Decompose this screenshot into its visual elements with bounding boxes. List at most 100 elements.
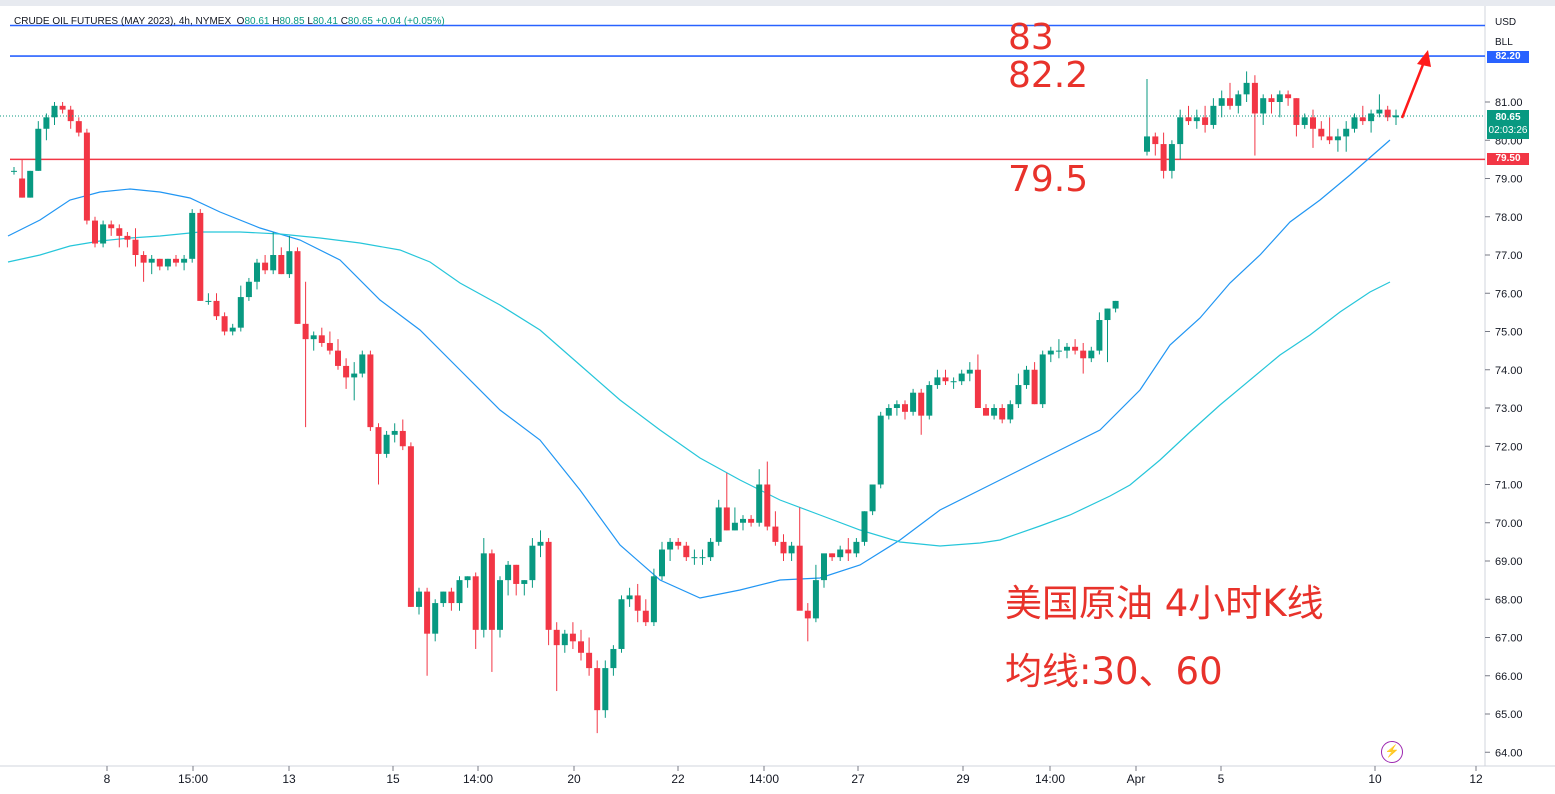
candle-body xyxy=(780,541,787,554)
time-tick-label: 14:00 xyxy=(463,772,493,786)
price-tick-label: 77.00 xyxy=(1495,250,1523,262)
candle-body xyxy=(375,427,382,454)
bll-price-tag: 82.20 xyxy=(1487,51,1529,63)
candle-body xyxy=(237,297,244,328)
interval-label[interactable]: 4h xyxy=(178,16,190,27)
candle-body xyxy=(1310,117,1316,129)
candle-body xyxy=(1015,385,1022,405)
candle-body xyxy=(181,258,188,263)
candle-body xyxy=(910,392,917,412)
candle-body xyxy=(529,545,536,581)
candle-body xyxy=(1112,300,1119,309)
candle-body xyxy=(448,591,455,604)
candle-body xyxy=(213,300,220,317)
candle-body xyxy=(1260,98,1267,114)
candle-body xyxy=(100,224,107,244)
open-value: 80.61 xyxy=(244,16,270,27)
candle-body xyxy=(521,580,528,584)
candle-body xyxy=(1047,350,1054,355)
price-tick-label: 79.00 xyxy=(1495,174,1523,186)
chart-caption-ma: 均线:30、60 xyxy=(1005,650,1223,693)
candle-body xyxy=(278,255,285,275)
candle-body xyxy=(1168,144,1175,171)
price-tick-label: 68.00 xyxy=(1495,594,1523,606)
candle-body xyxy=(318,335,325,343)
candle-body xyxy=(407,446,414,607)
candle-body xyxy=(197,212,204,301)
candle-body xyxy=(1096,320,1103,351)
low-value: 80.41 xyxy=(312,16,338,27)
candle-body xyxy=(1368,113,1375,122)
price-tick-label: 76.00 xyxy=(1495,288,1523,300)
candle-body xyxy=(326,342,333,351)
candle-body xyxy=(1039,354,1046,405)
candle-body xyxy=(918,392,925,416)
time-tick-label: 12 xyxy=(1469,772,1483,786)
time-tick-label: 5 xyxy=(1218,772,1225,786)
candle-body xyxy=(675,541,682,546)
price-tick-label: 78.00 xyxy=(1495,212,1523,224)
candle-body xyxy=(1202,117,1209,125)
candle-body xyxy=(902,404,908,412)
candle-body xyxy=(1023,369,1030,386)
candle-body xyxy=(650,576,657,623)
candle-body xyxy=(642,610,649,623)
candle-body xyxy=(51,105,58,118)
time-tick-label: 13 xyxy=(282,772,296,786)
candle-body xyxy=(715,507,722,542)
candle-body xyxy=(1393,115,1399,118)
candle-body xyxy=(254,262,260,282)
price-tick-label: 67.00 xyxy=(1495,633,1523,645)
candle-body xyxy=(618,599,625,649)
candle-body xyxy=(958,373,965,382)
price-tick-label: 73.00 xyxy=(1495,403,1523,415)
annotation-83: 83 xyxy=(1008,17,1054,58)
candle-body xyxy=(1359,117,1366,122)
candle-body xyxy=(699,557,706,559)
candle-body xyxy=(1293,98,1300,125)
current-price-value: 80.65 xyxy=(1495,112,1521,123)
price-tick-label: 71.00 xyxy=(1495,480,1523,492)
candle-body xyxy=(950,381,957,383)
candle-body xyxy=(286,251,293,275)
price-tick-label: 75.00 xyxy=(1495,327,1523,339)
candle-body xyxy=(1285,94,1292,99)
candle-body xyxy=(108,224,115,229)
ticker-header: CRUDE OIL FUTURES (MAY 2023), 4h, NYMEX … xyxy=(14,16,445,27)
candle-body xyxy=(1243,82,1250,95)
candle-body xyxy=(59,105,66,110)
candle-body xyxy=(885,408,892,416)
candle-body xyxy=(124,235,131,240)
candle-body xyxy=(262,262,269,271)
candle-body xyxy=(764,484,771,527)
candle-body xyxy=(804,610,811,619)
candle-body xyxy=(974,369,981,408)
lightning-icon[interactable]: ⚡ xyxy=(1381,741,1403,763)
candle-body xyxy=(416,591,422,607)
candle-body xyxy=(1104,308,1111,321)
candle-body xyxy=(537,541,544,546)
currency-label[interactable]: USD xyxy=(1495,17,1517,28)
price-axis-ticks: 81.0080.0079.0078.0077.0076.0075.0074.00… xyxy=(1485,97,1523,759)
price-tick-label: 72.00 xyxy=(1495,441,1523,453)
candle-body xyxy=(440,591,447,604)
candle-body xyxy=(966,369,973,374)
high-label: H xyxy=(272,16,280,27)
horizontal-levels xyxy=(10,24,1485,161)
candle-body xyxy=(610,648,617,669)
candle-body xyxy=(877,415,884,485)
candle-body xyxy=(837,549,844,558)
candle-body xyxy=(391,430,398,435)
price-tick-label: 81.00 xyxy=(1495,97,1523,109)
candle-body xyxy=(1268,98,1275,102)
candle-body xyxy=(229,327,236,332)
candle-body xyxy=(659,549,665,577)
candle-body xyxy=(140,255,147,263)
candle-body xyxy=(772,526,779,542)
price-chart[interactable]: 81.0080.0079.0078.0077.0076.0075.0074.00… xyxy=(0,6,1555,794)
symbol-name[interactable]: CRUDE OIL FUTURES (MAY 2023) xyxy=(14,16,174,27)
candle-body xyxy=(505,564,512,581)
bar-countdown: 02:03:26 xyxy=(1488,125,1528,136)
candle-body xyxy=(359,354,366,374)
